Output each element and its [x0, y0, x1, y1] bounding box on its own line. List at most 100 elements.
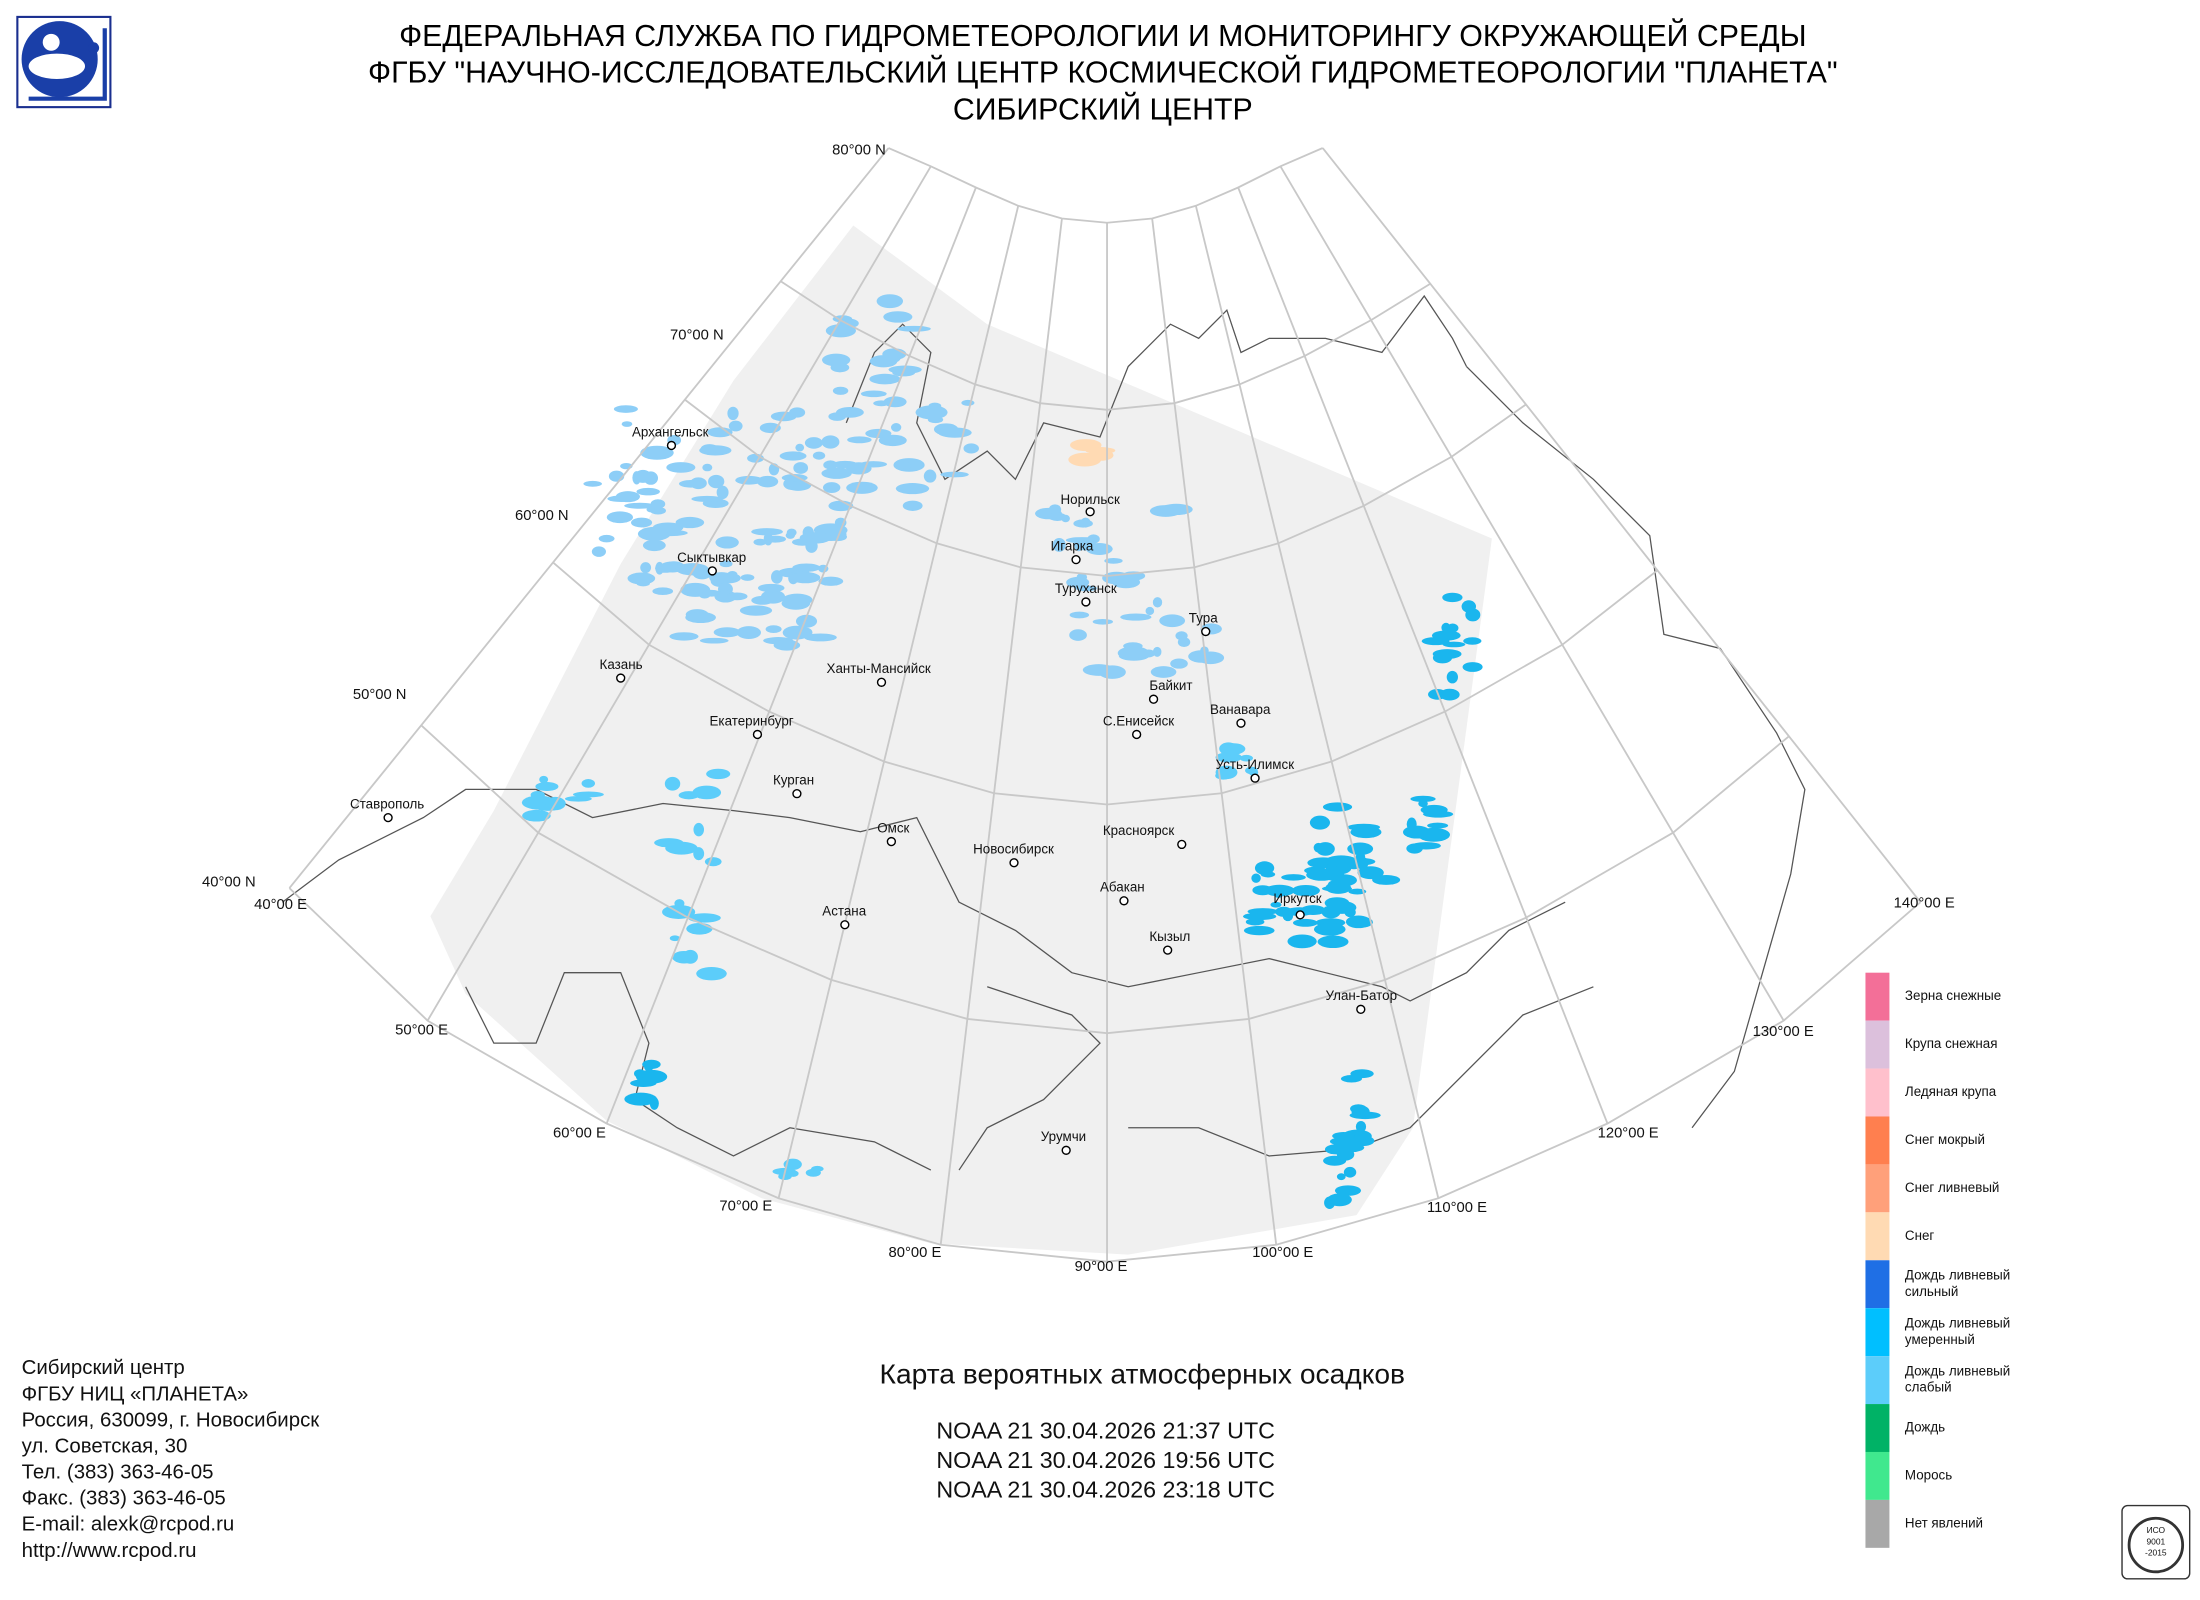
- precip-patch: [636, 580, 650, 587]
- legend-label: Дождь: [1905, 1420, 1945, 1435]
- meridian-label: 100°00 E: [1252, 1245, 1313, 1261]
- precip-patch: [1270, 901, 1282, 908]
- precip-patch: [751, 528, 783, 536]
- boundary-line: [958, 986, 1101, 1171]
- city-label: Туруханск: [1055, 581, 1117, 596]
- precip-patch: [1411, 842, 1441, 850]
- precip-patch: [859, 461, 888, 468]
- precip-patch: [923, 469, 937, 483]
- precip-patch: [1292, 918, 1318, 927]
- precip-patch: [901, 461, 911, 470]
- city-marker: [752, 729, 763, 740]
- coverage-area: [430, 225, 1492, 1255]
- city-label: Ханты-Мансийск: [827, 661, 931, 676]
- precip-patch: [805, 1168, 821, 1177]
- meridian-line: [1194, 205, 1440, 1199]
- precip-patch: [832, 386, 849, 395]
- meridian-label: 80°00 E: [889, 1245, 942, 1261]
- precip-patch: [539, 775, 549, 784]
- meridian-label: 70°00 E: [719, 1199, 772, 1215]
- precip-patch: [1321, 905, 1341, 919]
- precip-patch: [1245, 918, 1265, 926]
- precip-patch: [591, 546, 606, 557]
- precip-patch: [1336, 1148, 1355, 1161]
- precip-patch: [728, 420, 743, 432]
- parallel-label: 40°00 N: [202, 874, 256, 890]
- precip-patch: [1313, 922, 1346, 936]
- precip-patch: [795, 614, 818, 628]
- city-marker: [840, 920, 850, 930]
- precip-patch: [1160, 503, 1193, 516]
- contact-line: Россия, 630099, г. Новосибирск: [22, 1408, 321, 1431]
- precip-patch: [736, 626, 761, 639]
- precip-patch: [1254, 861, 1275, 875]
- precip-patch: [1350, 826, 1382, 839]
- precip-patch: [963, 443, 979, 454]
- legend-swatch: [1865, 1451, 1890, 1500]
- boundary-line: [281, 788, 1566, 1002]
- legend-label: Крупа снежная: [1905, 1036, 1998, 1051]
- city-label: Кызыл: [1149, 929, 1190, 944]
- precip-patch: [702, 589, 721, 597]
- header-line: СИБИРСКИЙ ЦЕНТР: [953, 92, 1253, 126]
- map-labels: 80°00 N 70°00 N 60°00 N 50°00 N 40°00 N 40°00…: [202, 143, 1955, 1275]
- city-label: Ванавара: [1210, 702, 1271, 717]
- precip-patch: [1432, 652, 1453, 664]
- city-marker: [1201, 626, 1211, 637]
- precip-patch: [683, 588, 697, 596]
- precip-patch: [675, 516, 705, 529]
- city-marker: [1295, 910, 1305, 920]
- precip-patch: [1439, 688, 1460, 701]
- legend-label: умеренный: [1905, 1332, 1975, 1347]
- city-marker: [1148, 694, 1159, 704]
- precip-patch: [640, 445, 674, 460]
- precip-patch: [1065, 537, 1099, 544]
- legend-swatch: [1865, 1356, 1890, 1405]
- city-marker: [1061, 1145, 1071, 1155]
- contact-line: Факс. (383) 363-46-05: [22, 1487, 226, 1510]
- precip-patch: [666, 462, 696, 473]
- legend-label: Зерна снежные: [1905, 988, 2001, 1003]
- meridian-label: 140°00 E: [1894, 896, 1955, 912]
- iso-badge: ИСО 9001 -2015: [2121, 1504, 2191, 1580]
- precip-patch: [713, 627, 741, 638]
- precip-patch: [1048, 504, 1062, 515]
- precip-patch: [669, 935, 681, 942]
- precip-patch: [1463, 637, 1482, 645]
- precip-patch: [883, 311, 913, 323]
- city-marker: [1177, 839, 1187, 850]
- precip-patch: [1239, 754, 1253, 762]
- precip-patch: [822, 482, 841, 494]
- precip-patch: [699, 637, 729, 644]
- precip-patch: [915, 405, 948, 420]
- legend-swatch: [1865, 1260, 1890, 1309]
- city-label: Казань: [600, 657, 643, 672]
- precip-patch: [878, 434, 907, 447]
- precip-patch: [928, 402, 942, 410]
- boundary-line: [845, 294, 1468, 481]
- city-marker: [886, 836, 897, 847]
- precip-patch: [805, 539, 818, 553]
- precip-patch: [1317, 935, 1349, 949]
- parallel-label: 50°00 N: [353, 687, 407, 703]
- precip-patch: [1324, 1196, 1336, 1209]
- city-marker: [792, 789, 802, 799]
- precip-patch: [685, 611, 716, 624]
- precip-patch: [836, 407, 864, 418]
- precip-patch: [642, 1059, 661, 1070]
- precip-patch: [735, 475, 763, 485]
- precip-patch: [1221, 743, 1246, 755]
- precip-patch: [652, 522, 684, 533]
- precip-patch: [572, 791, 604, 798]
- precip-patch: [1350, 1069, 1374, 1079]
- precip-patch: [665, 841, 698, 855]
- badge-text: 9001: [2146, 1536, 2165, 1546]
- legend-label: Дождь ливневый: [1905, 1316, 2010, 1331]
- meridian-label: 90°00 E: [1075, 1259, 1128, 1275]
- precip-patch: [789, 407, 806, 418]
- precip-patch: [564, 795, 592, 802]
- contact-line: ул. Советская, 30: [22, 1434, 188, 1457]
- parallel-line: [420, 724, 1790, 1035]
